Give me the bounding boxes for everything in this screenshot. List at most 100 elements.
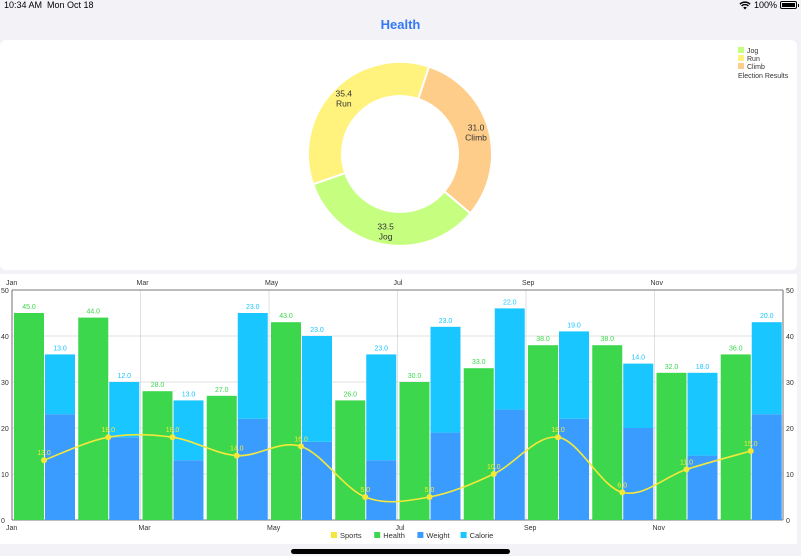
x-tick-bottom: Mar: [139, 525, 152, 532]
status-bar: 10:34 AM Mon Oct 18 100%: [0, 0, 801, 14]
pie-value-label: 31.0: [468, 123, 485, 133]
bar-weight: [237, 418, 268, 520]
bar-health-label: 43.0: [279, 313, 293, 320]
bar-calorie: [687, 372, 718, 456]
status-time: 10:34 AM Mon Oct 18: [4, 0, 94, 10]
x-tick-bottom: Jul: [396, 525, 405, 532]
sports-point: [41, 457, 47, 464]
bar-chart-card: 0 0 10 10 20 20 30 30 40 40 50 50 Jan Mar May Jul Sep Nov…: [0, 274, 797, 544]
legend-title: Election Results: [738, 73, 789, 80]
page-title: Health: [380, 17, 421, 32]
bar-health-label: 38.0: [536, 336, 550, 343]
bar-calorie: [366, 354, 397, 461]
legend-label-run: Run: [747, 56, 760, 63]
x-tick-top: Jan: [6, 280, 17, 287]
legend-label-health: Health: [383, 531, 405, 540]
y-tick-right: 40: [786, 334, 794, 341]
y-tick-right: 50: [786, 288, 794, 295]
bar-calorie-label: 20.0: [760, 313, 774, 320]
bar-health: [271, 322, 301, 520]
y-tick-left: 20: [1, 426, 9, 433]
bar-health: [463, 368, 494, 520]
bar-weight: [494, 409, 525, 520]
x-tick-bottom: Jan: [6, 525, 17, 532]
bar-health: [528, 345, 558, 520]
sports-label: 13.0: [37, 450, 51, 457]
bar-weight: [45, 414, 75, 520]
bar-calorie-label: 22.0: [503, 299, 517, 306]
bar-calorie-label: 12.0: [117, 373, 131, 380]
date-text: Mon Oct 18: [47, 0, 94, 10]
pie-name-label: Jog: [379, 232, 393, 242]
legend-label-sports: Sports: [340, 531, 362, 540]
x-tick-top: Nov: [651, 280, 664, 287]
bar-calorie-label: 23.0: [374, 345, 388, 352]
sports-point: [555, 434, 561, 441]
sports-label: 15.0: [744, 441, 758, 448]
bar-calorie: [109, 382, 140, 438]
bar-health: [335, 400, 366, 520]
sports-point: [490, 471, 497, 477]
bar-calorie: [302, 336, 332, 442]
sports-label: 6.0: [617, 482, 627, 489]
sports-point: [105, 434, 112, 441]
bar-calorie: [430, 326, 461, 433]
x-tick-top: Sep: [522, 280, 535, 287]
pie-value-label: 35.4: [335, 89, 352, 99]
bar-weight: [366, 460, 397, 520]
bar-health: [592, 345, 623, 520]
bar-calorie-label: 19.0: [567, 322, 581, 329]
bar-health-label: 32.0: [665, 364, 679, 371]
legend-label-jog: Jog: [747, 48, 758, 55]
bar-health: [14, 313, 44, 520]
home-indicator: [291, 549, 510, 554]
x-tick-bottom: Nov: [653, 525, 666, 532]
x-tick-bottom: May: [267, 525, 281, 532]
bar-health: [656, 372, 687, 520]
y-tick-left: 10: [1, 472, 9, 479]
bar-weight: [559, 418, 589, 520]
y-tick-left: 0: [1, 518, 5, 525]
y-tick-right: 10: [786, 472, 794, 479]
bar-health: [720, 354, 751, 520]
x-tick-top: Mar: [137, 280, 150, 287]
x-tick-top: May: [265, 280, 279, 287]
sports-label: 5.0: [360, 487, 370, 494]
time-text: 10:34 AM: [4, 0, 43, 10]
sports-point: [619, 489, 626, 496]
sports-label: 11.0: [680, 459, 693, 466]
y-tick-right: 0: [786, 518, 790, 525]
legend-label-calorie: Calorie: [470, 531, 494, 540]
bar-health-label: 26.0: [343, 391, 357, 398]
bar-calorie-label: 14.0: [631, 355, 645, 362]
bar-health-label: 28.0: [151, 382, 165, 389]
sports-point: [298, 443, 304, 450]
bar-health-label: 27.0: [215, 387, 229, 394]
legend-swatch-weight: [417, 532, 424, 538]
sports-label: 10.0: [487, 464, 501, 471]
sports-point: [747, 448, 754, 454]
bar-weight: [173, 460, 204, 520]
y-tick-left: 30: [1, 380, 9, 387]
x-tick-top: Jul: [394, 280, 403, 287]
legend-swatch-health: [374, 532, 381, 538]
bar-health-label: 44.0: [86, 309, 100, 316]
sports-point: [426, 494, 433, 500]
pie-slice-climb: [417, 65, 493, 215]
bar-health-label: 45.0: [22, 304, 36, 311]
legend-swatch-climb: [738, 63, 744, 69]
status-right: 100%: [739, 0, 799, 10]
bar-calorie-label: 23.0: [439, 318, 453, 325]
bar-calorie-label: 13.0: [182, 391, 196, 398]
sports-point: [683, 466, 690, 473]
donut-chart[interactable]: 33.5Jog35.4Run31.0ClimbJogRunClimbElecti…: [0, 40, 797, 270]
legend-swatch-jog: [738, 47, 744, 53]
sports-point: [169, 434, 176, 441]
bar-health: [399, 382, 430, 520]
sports-label: 18.0: [166, 427, 180, 434]
bar-health-label: 36.0: [729, 345, 743, 352]
bar-calorie: [173, 400, 204, 461]
bar-calorie: [45, 354, 75, 415]
pie-slice-run: [307, 61, 431, 186]
